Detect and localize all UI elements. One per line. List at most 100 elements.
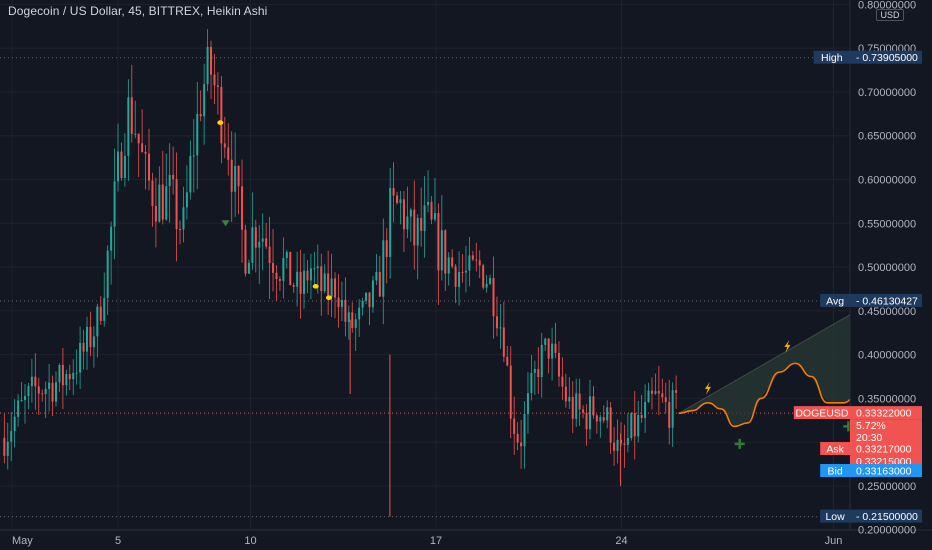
candle-body <box>420 217 423 231</box>
candle-body <box>58 364 61 383</box>
candle-body <box>299 271 302 294</box>
candle-body <box>296 271 299 287</box>
candle-body <box>113 181 116 227</box>
candle-body <box>199 114 202 117</box>
candle-body <box>79 342 82 373</box>
candle-body <box>106 250 109 299</box>
candle-body <box>244 229 247 274</box>
candle-body <box>613 442 616 451</box>
candle-body <box>444 230 447 274</box>
candle-body <box>161 184 164 220</box>
candle-body <box>261 238 264 242</box>
x-tick-label: May <box>12 535 33 547</box>
candle-body <box>347 312 350 322</box>
candle-body <box>382 240 385 297</box>
candle-body <box>20 399 23 401</box>
down-arrow-marker <box>221 220 230 227</box>
candle-body <box>289 251 292 286</box>
x-tick-label: Jun <box>825 535 843 547</box>
candle-body <box>168 174 171 187</box>
candle-body <box>210 46 213 75</box>
candle-body <box>640 414 643 419</box>
y-tick-label: 0.80000000 <box>858 0 916 11</box>
candle-body <box>196 114 199 156</box>
candle-body <box>303 270 306 294</box>
candle-body <box>482 265 485 288</box>
candle-body <box>585 412 588 430</box>
y-tick-label: 0.60000000 <box>858 174 916 186</box>
candle-body <box>368 292 371 308</box>
chart-title: Dogecoin / US Dollar, 45, BITTREX, Heiki… <box>8 4 268 18</box>
current-price-badge-value: 0.33322000 <box>856 408 912 420</box>
candle-body <box>13 416 16 432</box>
candle-body <box>213 74 216 86</box>
candle-body <box>526 393 529 414</box>
candle-body <box>220 86 223 144</box>
candle-body <box>551 343 554 359</box>
candle-body <box>654 391 657 394</box>
candle-body <box>272 263 275 273</box>
candle-body <box>103 298 106 321</box>
ask-badge-label: Ask <box>826 444 844 456</box>
level-badge-high-value: - 0.73905000 <box>856 52 918 64</box>
candle-body <box>475 259 478 261</box>
candle-body <box>44 388 47 394</box>
candle-body <box>337 297 340 308</box>
candle-body <box>17 400 20 417</box>
candle-body <box>86 326 89 352</box>
candle-body <box>371 280 374 308</box>
candle-body <box>578 393 581 410</box>
y-tick-label: 0.20000000 <box>858 525 916 537</box>
candle-body <box>117 151 120 182</box>
time-axis-bg <box>0 530 932 550</box>
candle-body <box>51 382 54 402</box>
candle-body <box>668 401 671 428</box>
level-badge-high-label-bg <box>813 50 850 64</box>
candle-body <box>616 439 619 451</box>
candle-body <box>533 369 536 373</box>
candle-body <box>65 374 68 386</box>
candle-body <box>506 356 509 366</box>
y-tick-label: 0.55000000 <box>858 218 916 230</box>
y-tick-label: 0.25000000 <box>858 481 916 493</box>
bid-badge-value-bg <box>850 464 922 478</box>
candle-body <box>554 343 557 353</box>
candle-body <box>657 391 660 394</box>
candle-body <box>489 278 492 284</box>
currency-selector[interactable]: USD <box>876 9 904 21</box>
candle-body <box>427 201 430 206</box>
candle-body <box>127 97 130 156</box>
x-tick-label: 10 <box>244 535 256 547</box>
level-badge-high-value-bg <box>850 50 922 64</box>
candle-body <box>502 327 505 357</box>
candle-body <box>378 271 381 297</box>
bid-badge-label: Bid <box>828 466 843 478</box>
candle-body <box>582 409 585 413</box>
ask-badge-value: 0.33217000 <box>856 444 912 456</box>
candle-body <box>216 85 219 87</box>
candle-body <box>485 283 488 288</box>
candle-body <box>30 376 33 387</box>
candle-body <box>237 165 240 187</box>
current-extra-bg <box>850 419 922 446</box>
candle-body <box>96 306 99 337</box>
candle-body <box>354 319 357 328</box>
signal-dot <box>217 120 224 125</box>
level-badge-low-label-bg <box>820 509 850 523</box>
candle-body <box>148 153 151 181</box>
candle-body <box>227 147 230 160</box>
bid-badge-label-bg <box>820 464 850 478</box>
y-tick-label: 0.35000000 <box>858 393 916 405</box>
candle-body <box>144 151 147 154</box>
candle-body <box>471 255 474 260</box>
candle-body <box>282 257 285 281</box>
level-badge-avg-label-bg <box>820 293 850 307</box>
candle-body <box>137 133 140 144</box>
x-tick-label: 5 <box>115 535 121 547</box>
candle-body <box>630 413 633 439</box>
level-badge-avg-value: - 0.46130427 <box>856 295 918 307</box>
bid-badge-value: 0.33163000 <box>856 466 912 478</box>
candles <box>3 29 678 517</box>
ask-badge-label-bg <box>820 442 850 456</box>
